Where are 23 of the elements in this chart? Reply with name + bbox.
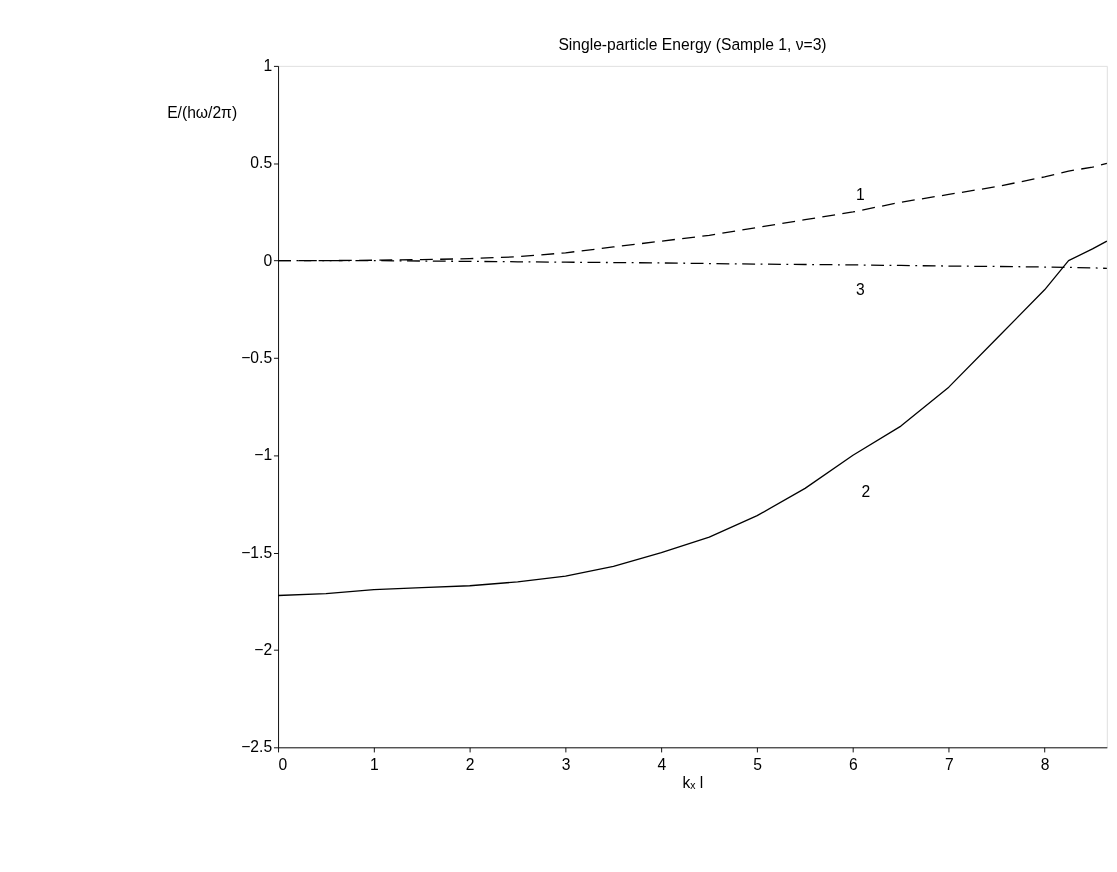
x-tick-label: 0 [278,755,288,773]
y-tick-label: 1 [263,56,273,74]
y-tick-label: −1 [254,446,273,464]
series-label: 2 [861,482,871,500]
chart-title: Single-particle Energy (Sample 1, ν=3) [558,36,827,54]
x-tick-label: 1 [370,755,379,773]
y-tick-label: 0.5 [250,154,273,172]
x-tick-label: 4 [657,755,667,773]
x-tick-label: 6 [849,755,859,773]
y-tick-label: 0 [263,251,273,269]
y-tick-label: −1.5 [241,543,273,561]
x-tick-label: 7 [944,755,954,773]
y-axis-title: E/(hω/2π) [167,103,238,121]
series-label: 1 [855,185,865,203]
x-tick-label: 3 [561,755,571,773]
x-tick-label: 5 [753,755,763,773]
y-tick-label: −2 [254,641,273,659]
y-tick-label: −0.5 [241,349,273,367]
x-tick-label: 8 [1040,755,1050,773]
x-axis-title: kₓ l [682,774,704,792]
x-tick-label: 2 [465,755,475,773]
series-label: 3 [855,281,865,299]
y-tick-label: −2.5 [241,738,273,756]
